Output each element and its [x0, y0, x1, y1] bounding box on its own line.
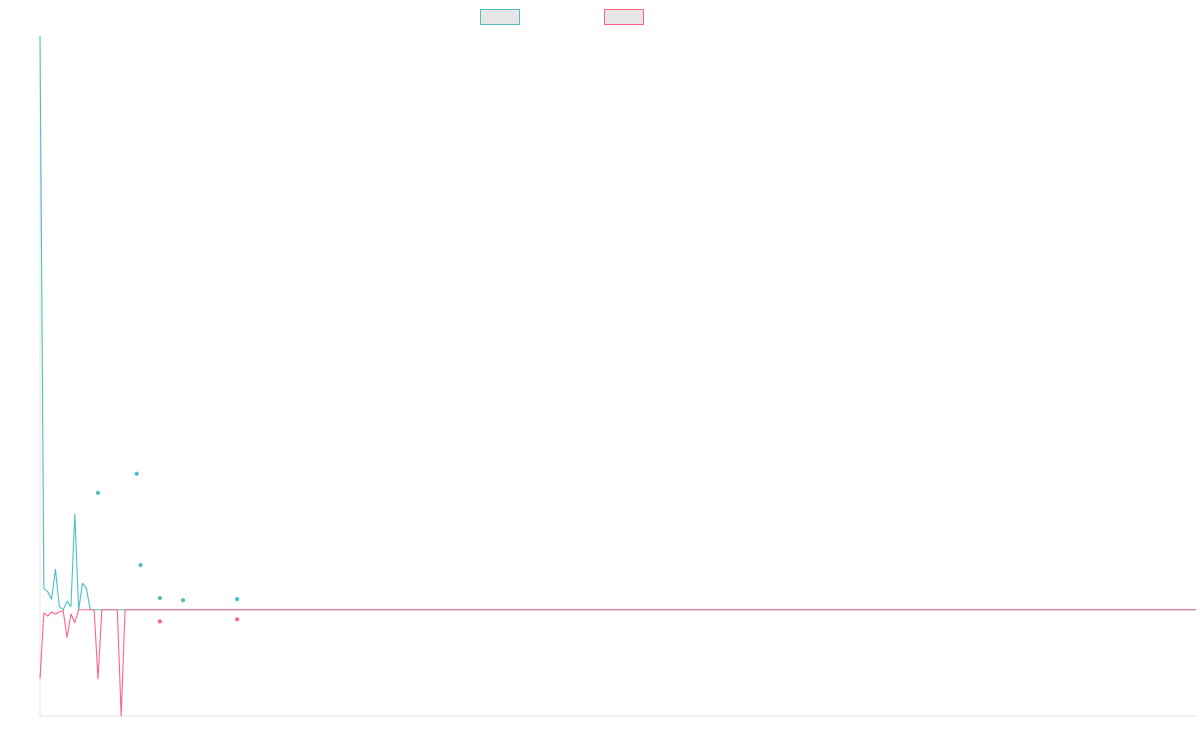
data-point-2 [134, 471, 139, 476]
points-layer [95, 471, 240, 624]
data-point-8 [235, 617, 240, 622]
chart-axes [39, 36, 1196, 717]
legend-swatch-series-1[interactable] [480, 9, 520, 25]
data-point-7 [157, 619, 162, 624]
data-point-1 [95, 490, 101, 495]
data-point-4 [157, 595, 162, 601]
series-layer [39, 35, 1196, 717]
data-point-6 [235, 597, 240, 602]
data-point-3 [138, 563, 143, 568]
series-line-2 [39, 609, 1196, 717]
data-point-5 [180, 598, 186, 603]
series-line-1 [39, 35, 1196, 611]
legend-swatch-series-2[interactable] [604, 9, 644, 25]
